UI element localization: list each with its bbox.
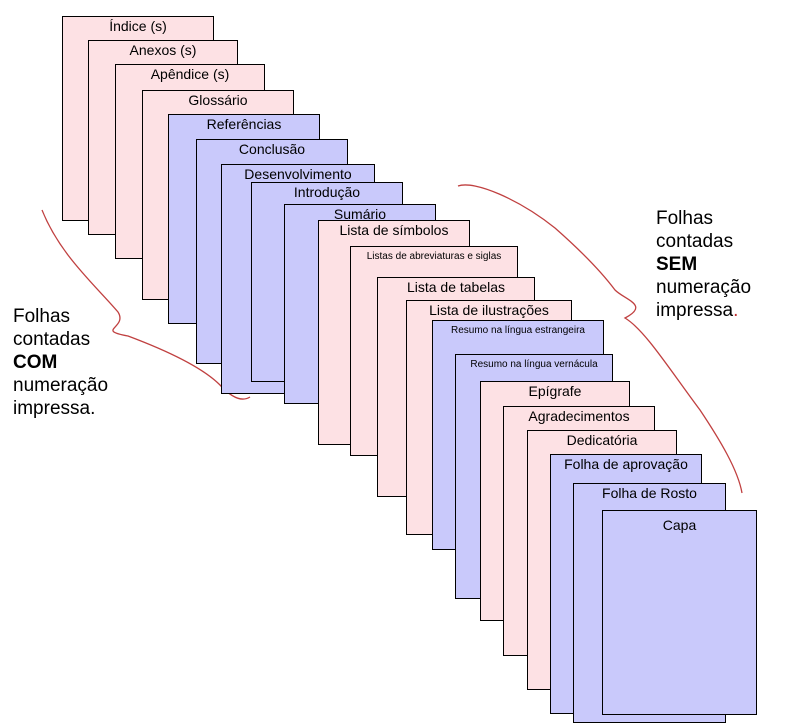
sheet-label: Listas de abreviaturas e siglas [366,251,502,262]
note-without-line1: Folhas [656,208,714,229]
sheet-label: Sumário [333,206,387,222]
note-without-line2: contadas [656,231,734,252]
sheet-label: Lista de ilustrações [429,302,549,318]
sheet-20: Capa [602,510,757,715]
sheet-label: Capa [662,517,697,533]
sheet-label: Folha de Rosto [602,485,697,501]
sheet-label: Desenvolvimento [244,166,352,182]
note-without-emph: SEM [656,254,698,275]
sheet-label: Dedicatória [566,432,638,448]
sheet-label: Lista de tabelas [406,279,506,295]
sheet-label: Índice (s) [109,18,167,34]
sheet-label: Folha de aprovação [564,456,688,472]
sheet-label: Conclusão [238,141,306,157]
note-with-line4: numeração [13,375,109,396]
note-with-emph: COM [13,352,58,373]
sheet-label: Resumo na língua vernácula [470,359,598,370]
note-with-line1: Folhas [13,306,71,327]
sheet-label: Apêndice (s) [150,66,230,82]
note-without-numbering: Folhas contadas SEM numeração impressa. [656,207,751,322]
note-without-line5-text: impressa [656,300,734,321]
note-with-line5: impressa. [13,398,96,419]
sheet-label: Agradecimentos [528,408,630,424]
sheet-label: Referências [206,116,282,132]
sheet-label: Resumo na língua estrangeira [451,325,585,336]
sheet-label: Anexos (s) [129,42,197,58]
sheet-label: Epígrafe [528,383,582,399]
note-with-numbering: Folhas contadas COM numeração impressa. [13,305,108,420]
note-without-line5: impressa. [656,299,751,322]
sheet-label: Lista de símbolos [339,222,449,238]
sheet-label: Introdução [293,184,361,200]
note-with-line2: contadas [13,329,91,350]
note-without-line4: numeração [656,277,752,298]
sheet-label: Glossário [188,92,248,108]
note-without-dot: . [733,300,739,321]
